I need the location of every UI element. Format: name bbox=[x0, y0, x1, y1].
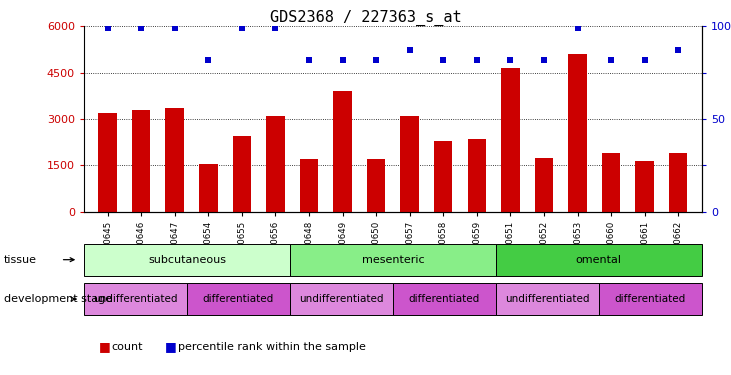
Bar bbox=[199, 164, 218, 212]
Point bbox=[404, 47, 415, 53]
Bar bbox=[501, 68, 520, 212]
Bar bbox=[333, 91, 352, 212]
Text: undifferentiated: undifferentiated bbox=[505, 294, 590, 304]
Point bbox=[102, 25, 113, 31]
Point bbox=[303, 57, 315, 63]
Text: development stage: development stage bbox=[4, 294, 112, 304]
Bar bbox=[165, 108, 184, 212]
Bar bbox=[669, 153, 687, 212]
Text: mesenteric: mesenteric bbox=[362, 255, 424, 265]
Bar bbox=[300, 159, 318, 212]
Point bbox=[236, 25, 248, 31]
Bar bbox=[266, 116, 284, 212]
Point bbox=[371, 57, 382, 63]
Bar bbox=[468, 139, 486, 212]
Point bbox=[202, 57, 214, 63]
Point bbox=[572, 25, 583, 31]
Bar bbox=[132, 110, 151, 212]
Bar bbox=[535, 158, 553, 212]
Point bbox=[673, 47, 684, 53]
Text: subcutaneous: subcutaneous bbox=[148, 255, 226, 265]
Bar bbox=[367, 159, 385, 212]
Point bbox=[504, 57, 516, 63]
Text: tissue: tissue bbox=[4, 255, 37, 265]
Point bbox=[538, 57, 550, 63]
Text: differentiated: differentiated bbox=[409, 294, 480, 304]
Text: ■: ■ bbox=[99, 340, 110, 353]
Point bbox=[169, 25, 181, 31]
Bar bbox=[602, 153, 621, 212]
Text: percentile rank within the sample: percentile rank within the sample bbox=[178, 342, 366, 352]
Point bbox=[270, 25, 281, 31]
Bar bbox=[99, 113, 117, 212]
Text: ■: ■ bbox=[164, 340, 176, 353]
Bar bbox=[434, 141, 452, 212]
Bar bbox=[232, 136, 251, 212]
Point bbox=[437, 57, 449, 63]
Text: undifferentiated: undifferentiated bbox=[94, 294, 178, 304]
Text: undifferentiated: undifferentiated bbox=[299, 294, 384, 304]
Point bbox=[639, 57, 651, 63]
Point bbox=[471, 57, 482, 63]
Point bbox=[605, 57, 617, 63]
Point bbox=[135, 25, 147, 31]
Bar bbox=[635, 161, 654, 212]
Text: count: count bbox=[112, 342, 143, 352]
Point bbox=[337, 57, 349, 63]
Text: differentiated: differentiated bbox=[203, 294, 274, 304]
Text: GDS2368 / 227363_s_at: GDS2368 / 227363_s_at bbox=[270, 9, 461, 26]
Text: omental: omental bbox=[576, 255, 622, 265]
Text: differentiated: differentiated bbox=[615, 294, 686, 304]
Bar bbox=[401, 116, 419, 212]
Bar bbox=[568, 54, 587, 212]
